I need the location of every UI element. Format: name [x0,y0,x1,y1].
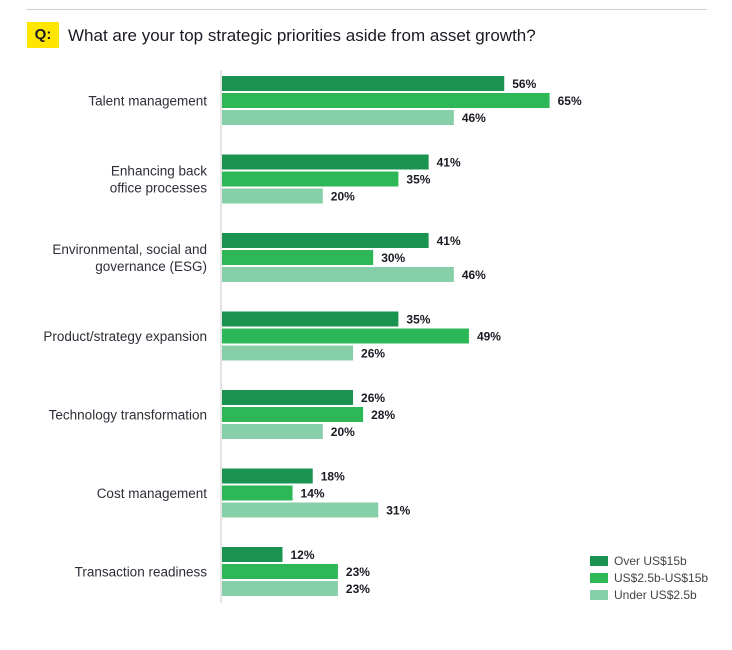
category-label-line: Enhancing back [111,164,207,179]
bar-value-label: 31% [386,504,410,518]
bar-value-label: 23% [346,582,370,596]
legend-item: Under US$2.5b [590,586,708,603]
bar-value-label: 65% [558,94,582,108]
bar [222,93,550,108]
category-label: Environmental, social and governance (ESG… [52,242,207,274]
bar-value-label: 46% [462,268,486,282]
chart-legend: Over US$15b US$2.5b-US$15b Under US$2.5b [590,552,708,603]
bar-value-label: 49% [477,330,501,344]
bar [222,345,354,361]
bar [222,250,374,265]
bar-value-label: 20% [331,425,355,439]
bar-value-label: 12% [290,548,314,562]
category-label-line: Technology transformation [49,408,207,423]
bar [222,188,323,204]
bar [222,110,454,125]
bar [222,468,313,484]
bar-value-label: 18% [321,470,345,484]
category-label-line: Cost management [97,486,208,501]
category-label-line: office processes [110,181,208,196]
legend-label: Over US$15b [614,553,687,568]
bar-value-label: 46% [462,111,486,125]
bar-value-label: 20% [331,190,355,204]
bar [222,328,469,344]
bar-value-label: 41% [437,234,461,248]
legend-swatch [590,555,608,566]
legend-label: US$2.5b-US$15b [614,570,709,585]
bar [222,267,454,282]
bar [222,407,364,422]
bar [222,76,505,91]
question-text: What are your top strategic priorities a… [68,26,536,45]
bar [222,581,338,596]
legend-item: Over US$15b [590,552,708,569]
bar [222,485,293,501]
category-label: Cost management [97,486,208,501]
bar-value-label: 26% [361,347,385,361]
category-label: Talent management [88,94,207,109]
legend-swatch [590,589,608,600]
category-label-line: Transaction readiness [75,565,208,580]
bar-value-label: 56% [512,77,536,91]
bar-value-label: 23% [346,565,370,579]
bar [222,154,429,170]
bar-value-label: 14% [301,487,325,501]
bar-value-label: 41% [437,156,461,170]
bar [222,311,399,327]
bar [222,564,338,579]
bar [222,547,283,562]
bar-value-label: 30% [381,251,405,265]
legend-label: Under US$2.5b [614,587,697,602]
category-label-line: Talent management [88,94,207,109]
category-label: Transaction readiness [75,565,208,580]
bar [222,171,399,187]
bar [222,502,379,518]
category-label: Product/strategy expansion [43,329,207,344]
bar [222,424,323,439]
category-label-line: Environmental, social and [52,242,207,257]
legend-item: US$2.5b-US$15b [590,569,708,586]
bar [222,390,354,405]
bar-value-label: 26% [361,391,385,405]
category-label-line: Product/strategy expansion [43,329,207,344]
category-label: Technology transformation [49,408,207,423]
category-label-line: governance (ESG) [95,259,207,274]
bar-value-label: 35% [406,313,430,327]
category-label: Enhancing back office processes [110,164,208,196]
bar-value-label: 35% [406,173,430,187]
question-badge: Q: [27,22,59,48]
bar [222,233,429,248]
top-rule [26,9,707,10]
legend-swatch [590,572,608,583]
bar-value-label: 28% [371,408,395,422]
